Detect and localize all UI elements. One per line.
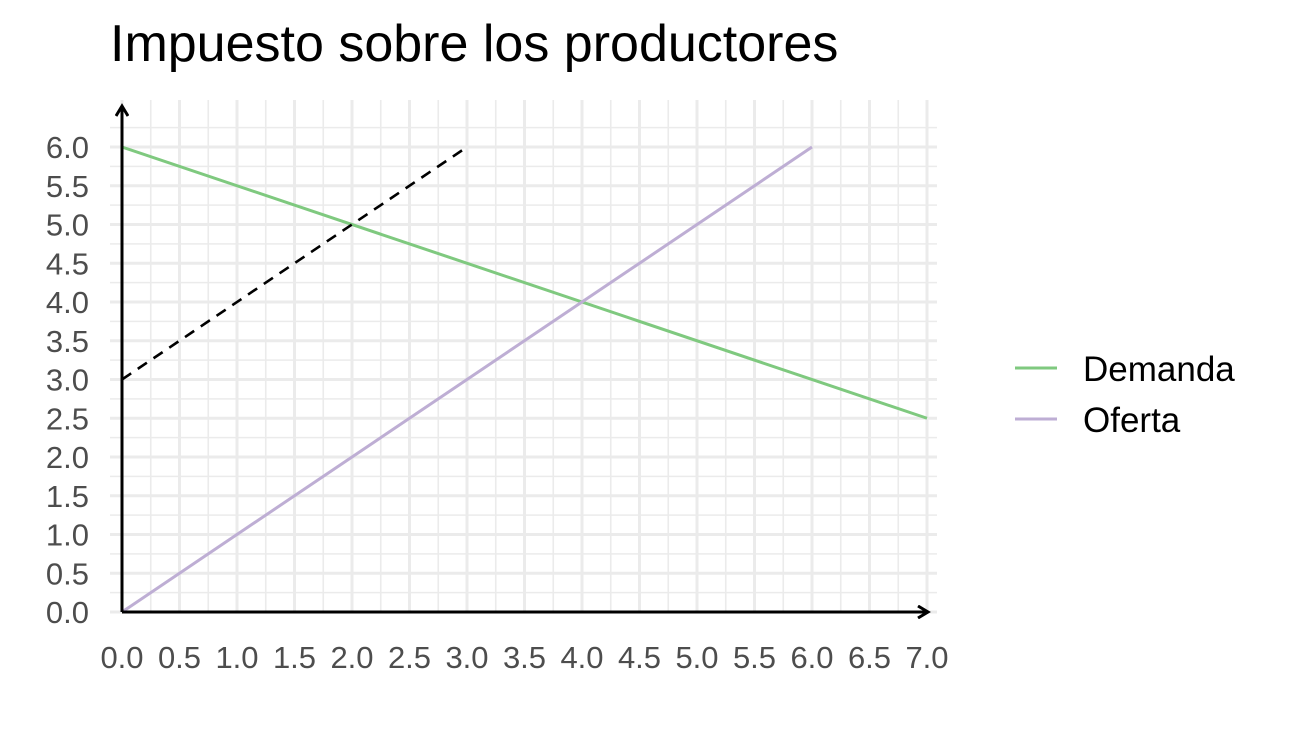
legend: Demanda Oferta <box>1015 350 1235 440</box>
y-tick-label: 5.5 <box>46 169 89 204</box>
x-tick-label: 2.0 <box>330 640 373 675</box>
y-tick-label: 1.0 <box>46 518 89 553</box>
x-tick-label: 1.0 <box>215 640 258 675</box>
x-tick-label: 4.0 <box>560 640 603 675</box>
legend-label-demanda: Demanda <box>1083 350 1235 389</box>
y-tick-label: 0.5 <box>46 556 89 591</box>
x-tick-label: 7.0 <box>905 640 948 675</box>
y-tick-labels: 0.0 0.51.0 1.5 2.0 2.53.0 3.5 4.0 4.55.0 5.5 6.0 <box>46 130 89 630</box>
x-tick-label: 6.5 <box>848 640 891 675</box>
x-tick-labels: 0.0 0.5 1.0 1.5 2.0 2.5 3.0 3.5 4.0 4.5 5.0 5.5 6.0 6… <box>100 640 948 675</box>
x-tick-label: 0.0 <box>100 640 143 675</box>
y-tick-label: 3.0 <box>46 363 89 398</box>
x-tick-label: 4.5 <box>618 640 661 675</box>
x-tick-label: 1.5 <box>273 640 316 675</box>
x-tick-label: 5.5 <box>733 640 776 675</box>
x-tick-label: 5.0 <box>675 640 718 675</box>
chart-title: Impuesto sobre los productores <box>110 15 839 73</box>
legend-label-oferta: Oferta <box>1083 401 1181 440</box>
x-tick-label: 3.5 <box>503 640 546 675</box>
y-tick-label: 4.5 <box>46 246 89 281</box>
y-tick-label: 5.0 <box>46 208 89 243</box>
axes <box>122 106 928 612</box>
x-tick-label: 2.5 <box>388 640 431 675</box>
x-tick-label: 0.5 <box>158 640 201 675</box>
y-tick-label: 4.0 <box>46 285 89 320</box>
series-line-dashed <box>121 145 468 381</box>
series-line-demanda <box>121 145 928 420</box>
y-tick-label: 2.0 <box>46 440 89 475</box>
series-line-oferta <box>121 145 813 614</box>
grid <box>110 100 937 614</box>
y-tick-label: 0.0 <box>46 595 89 630</box>
x-tick-label: 6.0 <box>790 640 833 675</box>
y-tick-label: 1.5 <box>46 479 89 514</box>
x-tick-label: 3.0 <box>445 640 488 675</box>
y-tick-label: 6.0 <box>46 130 89 165</box>
y-tick-label: 2.5 <box>46 401 89 436</box>
series-layer <box>121 145 928 614</box>
y-tick-label: 3.5 <box>46 324 89 359</box>
